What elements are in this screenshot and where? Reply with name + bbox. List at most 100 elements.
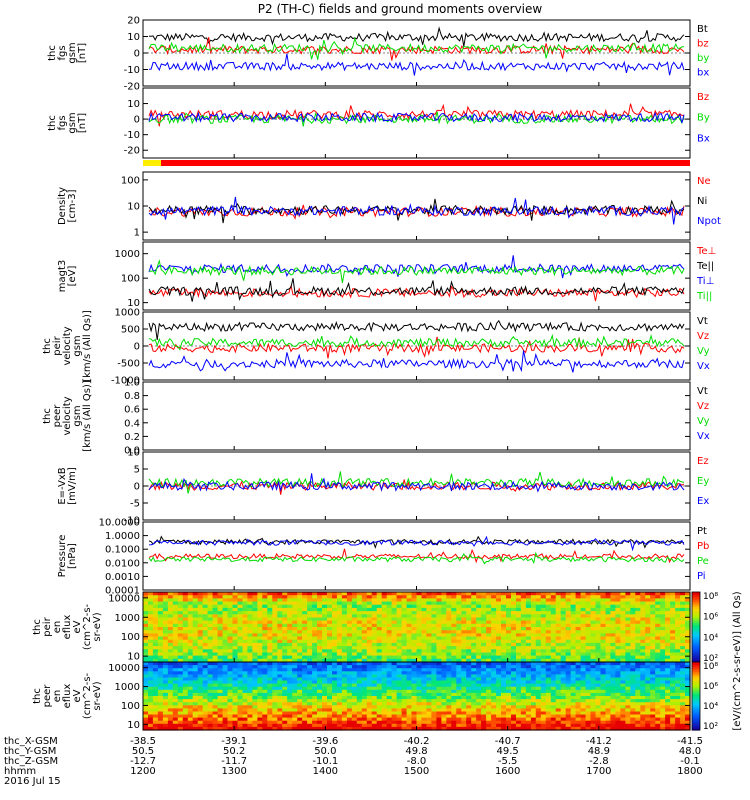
heatmap-cell [580, 668, 587, 672]
heatmap-cell [252, 620, 258, 625]
heatmap-cell [436, 627, 442, 631]
heatmap-cell [436, 592, 442, 596]
heatmap-cell [491, 705, 497, 709]
heatmap-cell [272, 720, 278, 725]
heatmap-cell [297, 620, 303, 625]
heatmap-cell [550, 614, 557, 619]
heatmap-cell [620, 601, 626, 606]
heatmap-cell [665, 708, 671, 713]
heatmap-cell [496, 708, 502, 713]
heatmap-cell [530, 683, 537, 688]
heatmap-cell [565, 592, 572, 596]
heatmap-cell [456, 614, 462, 619]
heatmap-cell [212, 617, 219, 622]
heatmap-cell [575, 658, 582, 663]
heatmap-cell [555, 604, 562, 609]
heatmap-cell [640, 711, 646, 716]
heatmap-cell [421, 723, 428, 728]
heatmap-cell [172, 677, 179, 682]
heatmap-cell [182, 642, 189, 647]
heatmap-cell [476, 652, 482, 657]
heatmap-cell [317, 668, 323, 672]
heatmap-cell [277, 642, 283, 647]
heatmap-cell [172, 607, 179, 612]
heatmap-cell [381, 720, 388, 725]
heatmap-cell [217, 620, 224, 625]
heatmap-cell [630, 607, 636, 612]
heatmap-cell [650, 714, 656, 719]
ytick-label-efield: -10 [124, 516, 140, 527]
heatmap-cell [565, 708, 572, 713]
heatmap-cell [625, 617, 631, 622]
heatmap-cell [501, 726, 507, 731]
heatmap-cell [421, 696, 428, 700]
heatmap-cell [272, 627, 278, 631]
heatmap-cell [292, 604, 298, 609]
heatmap-cell [585, 633, 592, 638]
series-line-temperature-3 [148, 259, 685, 283]
heatmap-cell [376, 683, 383, 688]
heatmap-cell [406, 617, 413, 622]
heatmap-cell [207, 630, 214, 634]
heatmap-cell [411, 620, 418, 625]
heatmap-cell [222, 711, 229, 716]
heatmap-cell [202, 717, 209, 722]
heatmap-cell [520, 601, 527, 606]
heatmap-cell [456, 642, 462, 647]
heatmap-cell [252, 680, 258, 685]
heatmap-cell [182, 705, 189, 709]
heatmap-cell [287, 642, 293, 647]
heatmap-cell [431, 677, 437, 682]
heatmap-cell [143, 614, 149, 619]
heatmap-cell [262, 702, 268, 706]
heatmap-cell [605, 717, 612, 722]
heatmap-cell [520, 592, 527, 596]
heatmap-cell [192, 646, 199, 650]
heatmap-cell [302, 658, 308, 663]
heatmap-cell [545, 623, 552, 628]
heatmap-cell [222, 642, 229, 647]
heatmap-cell [391, 620, 398, 625]
heatmap-cell [167, 627, 174, 631]
heatmap-cell [660, 714, 666, 719]
heatmap-cell [645, 598, 651, 603]
heatmap-cell [197, 714, 204, 719]
heatmap-cell [152, 620, 159, 625]
heatmap-cell [545, 662, 552, 666]
heatmap-cell [277, 708, 283, 713]
heatmap-cell [197, 595, 204, 599]
heatmap-cell [585, 668, 592, 672]
heatmap-cell [297, 720, 303, 725]
heatmap-cell [287, 630, 293, 634]
heatmap-cell [277, 649, 283, 654]
heatmap-cell [217, 662, 224, 666]
heatmap-cell [177, 655, 184, 660]
heatmap-cell [486, 598, 492, 603]
heatmap-cell [610, 692, 616, 697]
heatmap-cell [332, 702, 338, 706]
heatmap-cell [257, 607, 263, 612]
heatmap-cell [670, 623, 676, 628]
heatmap-cell [421, 611, 428, 615]
heatmap-cell [461, 604, 467, 609]
heatmap-cell [346, 646, 353, 650]
heatmap-cell [262, 683, 268, 688]
heatmap-cell [511, 696, 517, 700]
heatmap-cell [570, 601, 577, 606]
heatmap-cell [446, 649, 452, 654]
ylabel-line: velocity [62, 396, 73, 435]
heatmap-cell [336, 658, 343, 663]
heatmap-cell [506, 655, 512, 660]
heatmap-cell [680, 592, 686, 596]
heatmap-cell [466, 636, 472, 641]
heatmap-cell [143, 601, 149, 606]
ylabel-fgs-gsm-zoom: thc fgs gsm [nT] [47, 112, 88, 133]
heatmap-cell [252, 711, 258, 716]
heatmap-cell [511, 662, 517, 666]
ylabel-line: eV [72, 620, 83, 633]
heatmap-cell [516, 668, 522, 672]
heatmap-cell [237, 726, 244, 731]
heatmap-cell [262, 623, 268, 628]
heatmap-cell [187, 674, 194, 679]
heatmap-cell [386, 639, 393, 644]
